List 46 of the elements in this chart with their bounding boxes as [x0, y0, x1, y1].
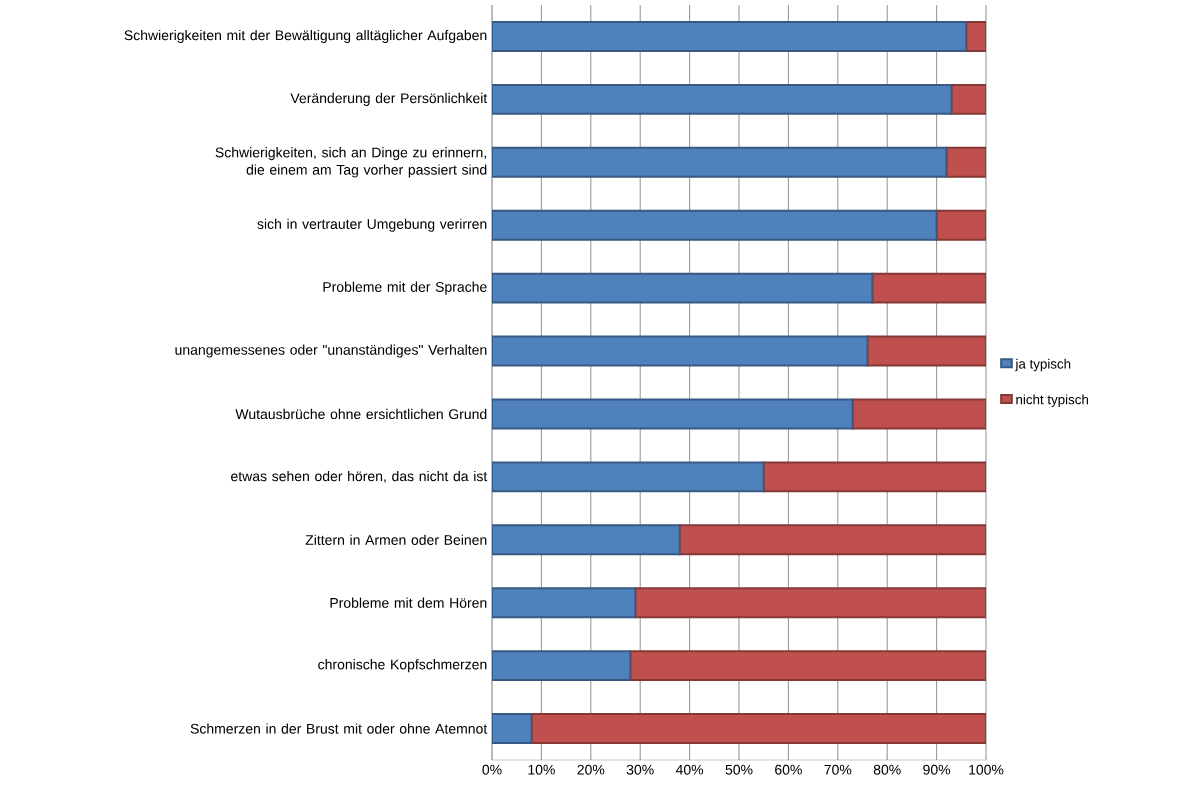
bar — [492, 146, 948, 178]
y-tick-label: sich in vertrauter Umgebung verirren — [257, 218, 487, 232]
bar — [492, 398, 854, 430]
y-tick-label: Probleme mit der Sprache — [323, 281, 487, 295]
bar — [492, 650, 632, 682]
x-tick-label: 40% — [675, 764, 704, 775]
y-tick-label: Schwierigkeiten mit der Bewältigung alltäglicher Aufgaben — [124, 29, 487, 43]
y-tick-label: Schwierigkeiten, sich an Dinge zu erinnern, die einem am Tag vorher passiert sind — [215, 147, 487, 178]
bar — [871, 272, 986, 304]
legend-label: ja typisch — [1015, 358, 1071, 372]
y-tick-label: Zittern in Armen oder Beinen — [305, 534, 487, 545]
bar — [492, 461, 765, 493]
bar — [851, 398, 986, 430]
bar — [492, 272, 874, 304]
y-tick-label: Veränderung der Persönlichkeit — [290, 92, 488, 106]
bar — [492, 524, 681, 556]
bar — [945, 146, 986, 178]
bar — [762, 461, 986, 493]
x-tick-label: 30% — [626, 764, 654, 775]
y-tick-label: Schmerzen in der Brust mit oder ohne Atemnot — [190, 723, 488, 734]
x-tick-label: 70% — [824, 764, 852, 775]
x-tick-label: 60% — [775, 764, 802, 775]
y-tick-label: unangemessenes oder "unanständiges" Verhalten — [175, 344, 487, 358]
x-tick-label: 100% — [969, 764, 1004, 775]
x-tick-label: 90% — [923, 764, 951, 775]
x-tick-label: 10% — [528, 764, 555, 775]
bar — [634, 587, 986, 619]
x-tick-label: 80% — [873, 764, 901, 775]
x-tick-label: 50% — [725, 764, 753, 775]
bar — [492, 83, 953, 115]
bar — [530, 713, 986, 745]
bar — [492, 335, 869, 367]
bar — [492, 713, 533, 745]
bar — [492, 20, 968, 52]
y-tick-label: etwas sehen oder hören, das nicht da ist — [231, 470, 488, 483]
bar — [678, 524, 986, 556]
x-tick-label: 0% — [482, 764, 502, 775]
y-tick-label: Probleme mit dem Hören — [330, 597, 487, 608]
bar — [866, 335, 986, 367]
x-tick-label: 20% — [577, 764, 605, 775]
y-tick-label: chronische Kopfschmerzen — [318, 659, 487, 673]
legend-label: nicht typisch — [1016, 394, 1088, 407]
y-tick-label: Wutausbrüche ohne ersichtlichen Grund — [235, 408, 487, 420]
bar — [492, 209, 938, 241]
bar — [492, 587, 637, 619]
bar — [629, 650, 986, 682]
